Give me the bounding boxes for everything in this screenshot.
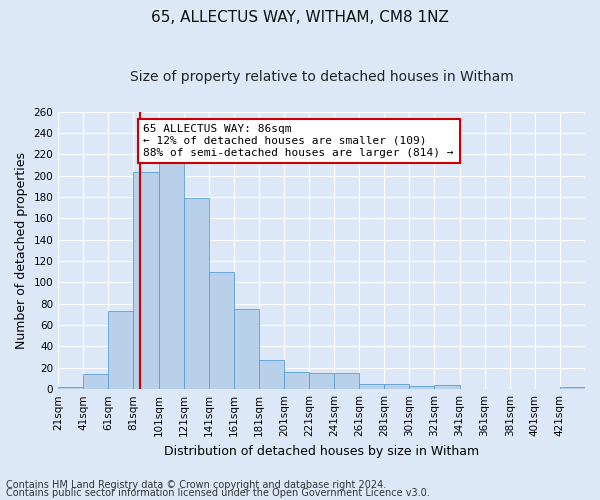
Bar [284, 372, 309, 389]
Text: Contains HM Land Registry data © Crown copyright and database right 2024.: Contains HM Land Registry data © Crown c… [6, 480, 386, 490]
Bar [309, 373, 334, 389]
Bar [209, 272, 234, 389]
Bar [334, 373, 359, 389]
X-axis label: Distribution of detached houses by size in Witham: Distribution of detached houses by size … [164, 444, 479, 458]
Bar [83, 374, 109, 389]
Text: Contains public sector information licensed under the Open Government Licence v3: Contains public sector information licen… [6, 488, 430, 498]
Bar [409, 386, 434, 389]
Bar [133, 172, 158, 389]
Bar [434, 385, 460, 389]
Bar [259, 360, 284, 389]
Bar [234, 309, 259, 389]
Bar [184, 198, 209, 389]
Bar [385, 384, 409, 389]
Bar [58, 387, 83, 389]
Bar [560, 387, 585, 389]
Text: 65, ALLECTUS WAY, WITHAM, CM8 1NZ: 65, ALLECTUS WAY, WITHAM, CM8 1NZ [151, 10, 449, 25]
Bar [109, 311, 133, 389]
Text: 65 ALLECTUS WAY: 86sqm
← 12% of detached houses are smaller (109)
88% of semi-de: 65 ALLECTUS WAY: 86sqm ← 12% of detached… [143, 124, 454, 158]
Bar [359, 384, 385, 389]
Bar [158, 162, 184, 389]
Title: Size of property relative to detached houses in Witham: Size of property relative to detached ho… [130, 70, 514, 84]
Y-axis label: Number of detached properties: Number of detached properties [15, 152, 28, 349]
